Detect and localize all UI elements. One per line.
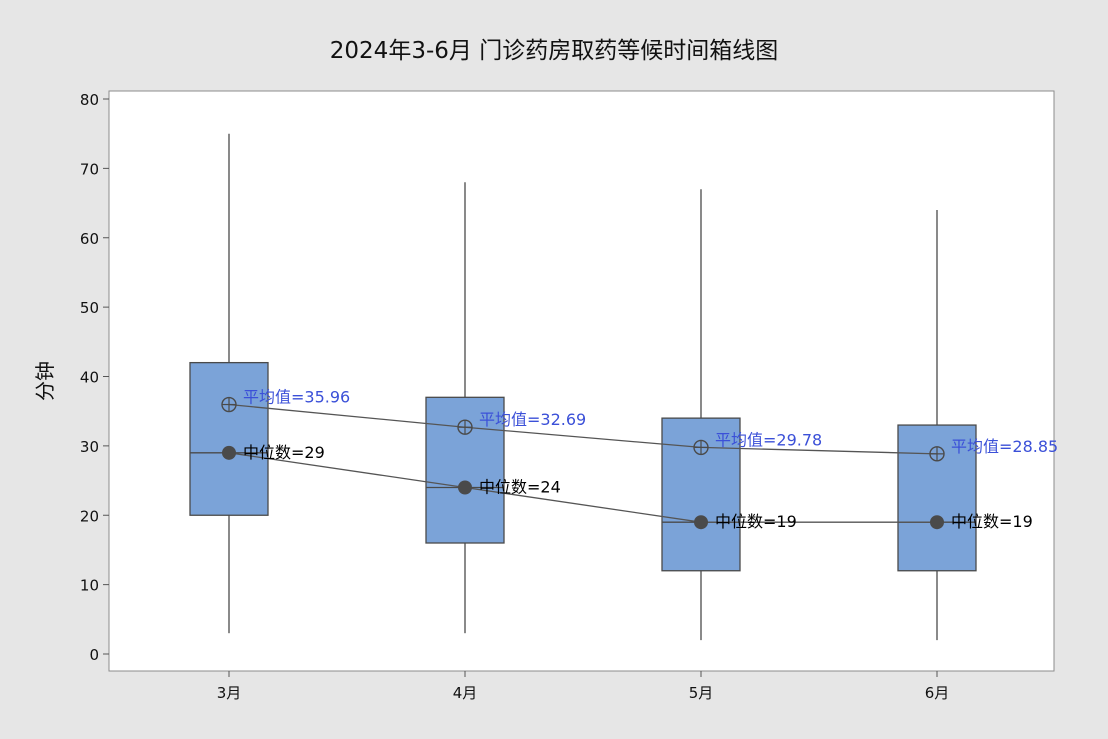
y-axis-label: 分钟 [33,361,57,401]
median-label: 中位数=24 [479,478,561,497]
median-connect-line [228,452,937,523]
mean-label: 平均值=28.85 [951,437,1058,456]
x-tick-label: 3月 [217,684,242,702]
x-axis: 3月 4月 5月 6月 [217,671,950,702]
x-tick-label: 6月 [925,684,950,702]
y-tick-label: 60 [80,230,99,248]
x-tick-label: 5月 [689,684,714,702]
median-label: 中位数=19 [951,512,1033,531]
median-label: 中位数=19 [715,512,797,531]
mean-label: 平均值=35.96 [243,388,350,407]
mean-label: 平均值=29.78 [715,430,822,449]
median-label: 中位数=29 [243,443,325,462]
x-tick-label: 4月 [453,684,478,702]
y-tick-label: 70 [80,160,99,178]
y-tick-label: 50 [80,299,99,317]
chart-title: 2024年3-6月 门诊药房取药等候时间箱线图 [330,38,778,64]
y-tick-label: 20 [80,507,99,525]
y-tick-label: 30 [80,438,99,456]
median-marker [694,515,708,530]
box-series: 平均值=35.96 中位数=29 平均值=32.69 中位数=24 平均值=29.78 中… [189,133,1058,641]
median-marker [222,445,236,460]
y-tick-label: 0 [89,646,99,664]
y-tick-label: 80 [80,91,99,109]
box [189,361,269,516]
median-marker [458,480,472,495]
mean-connect-line [228,403,938,455]
mean-label: 平均值=32.69 [479,410,586,429]
median-marker [930,515,944,530]
y-tick-label: 40 [80,369,99,387]
y-axis: 0 10 20 30 40 50 60 70 80 [80,91,109,664]
y-tick-label: 10 [80,577,99,595]
